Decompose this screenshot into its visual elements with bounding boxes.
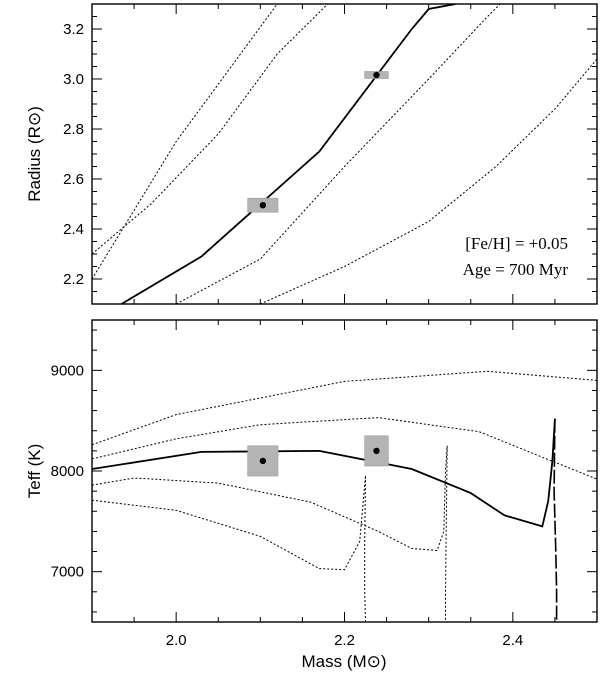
teff-data-point-0 <box>259 457 267 465</box>
radius-points-group <box>247 71 389 213</box>
teff-series-5 <box>445 445 448 622</box>
radius-ytick-label: 2.2 <box>63 271 84 288</box>
radius-series-1 <box>92 4 345 280</box>
teff-series-1 <box>553 418 558 622</box>
radius-data-point-1 <box>373 71 380 79</box>
radius-ylabel: Radius (R⊙) <box>25 106 44 201</box>
teff-series-0 <box>92 418 556 528</box>
radius-series-3 <box>175 4 501 304</box>
teff-series-3 <box>92 417 597 480</box>
radius-panel: 2.2 2.4 2.6 2.8 3.0 3.2 Radius (R⊙) [Fe/H] = … <box>25 3 598 305</box>
mass-xlabel: Mass (M⊙) <box>301 652 386 671</box>
radius-plot-frame <box>91 3 598 305</box>
teff-panel: 2.0 2.2 2.4 7000 8000 9000 Teff (K) Mass (M⊙) <box>25 319 598 671</box>
teff-ytick-label: 8000 <box>51 463 84 480</box>
radius-ticks: 2.2 2.4 2.6 2.8 3.0 3.2 <box>63 3 598 305</box>
age-annotation: Age = 700 Myr <box>463 260 569 279</box>
radius-series-2 <box>92 4 349 255</box>
radius-ytick-label: 3.2 <box>63 21 84 38</box>
radius-data-point-0 <box>259 202 267 209</box>
mass-tick-label: 2.2 <box>334 632 355 649</box>
mass-tick-label: 2.0 <box>166 632 187 649</box>
teff-ytick-label: 7000 <box>51 564 84 581</box>
teff-series-2 <box>92 370 597 446</box>
teff-points-group <box>247 435 389 477</box>
metallicity-annotation: [Fe/H] = +0.05 <box>465 234 568 253</box>
radius-ytick-label: 2.6 <box>63 171 84 188</box>
radius-ytick-label: 2.4 <box>63 221 84 238</box>
teff-ticks: 2.0 2.2 2.4 7000 8000 9000 <box>51 320 598 649</box>
teff-series-6 <box>92 475 366 571</box>
teff-data-point-1 <box>373 447 380 455</box>
radius-ytick-label: 3.0 <box>63 71 84 88</box>
mass-tick-label: 2.4 <box>502 632 523 649</box>
teff-series-7 <box>364 475 366 622</box>
teff-ylabel: Teff (K) <box>25 444 44 498</box>
radius-series-group <box>92 4 597 304</box>
radius-ytick-label: 2.8 <box>63 121 84 138</box>
radius-series-0 <box>121 4 456 304</box>
teff-ytick-label: 9000 <box>51 362 84 379</box>
teff-series-4 <box>92 445 448 552</box>
radius-series-4 <box>260 58 597 304</box>
teff-series-group <box>92 370 597 622</box>
teff-plot-frame <box>91 319 598 623</box>
